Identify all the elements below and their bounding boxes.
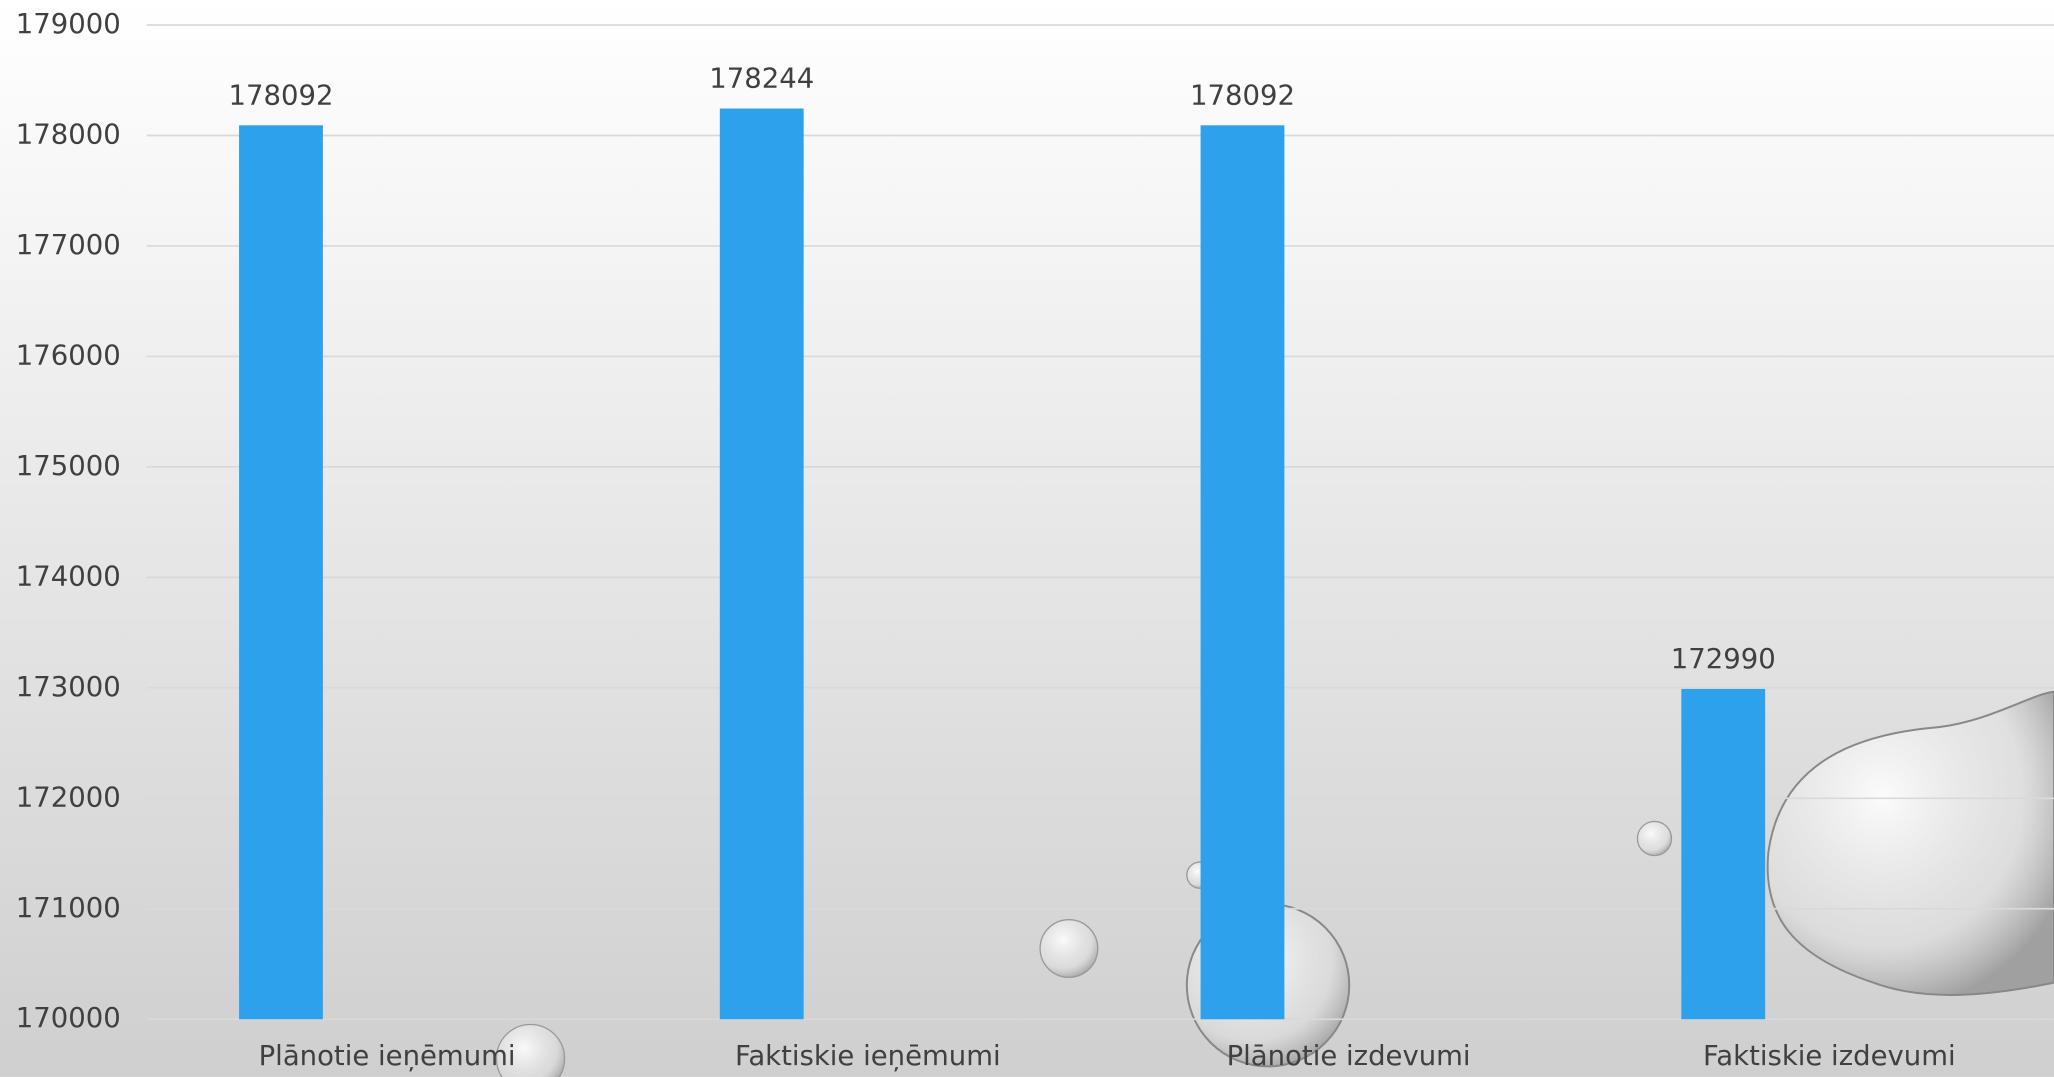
data-label: 178092: [1190, 79, 1295, 111]
data-label: 178244: [709, 63, 814, 95]
bar: [239, 125, 323, 1020]
y-tick-label: 171000: [16, 892, 121, 924]
y-tick-label: 172000: [16, 781, 121, 813]
data-label: 172990: [1671, 643, 1776, 675]
y-tick-label: 178000: [16, 118, 121, 150]
bar: [1681, 688, 1766, 1020]
y-tick-label: 179000: [16, 8, 121, 40]
x-tick-label: Faktiskie ieņēmumi: [735, 1040, 1001, 1072]
y-tick-label: 174000: [16, 560, 121, 592]
y-tick-label: 175000: [16, 450, 121, 482]
x-tick-label: Plānotie ieņēmumi: [259, 1040, 516, 1072]
data-label: 178092: [228, 79, 333, 111]
bar: [1200, 125, 1285, 1020]
y-tick-label: 177000: [16, 229, 121, 261]
x-tick-label: Plānotie izdevumi: [1227, 1040, 1471, 1072]
plot-area: 170000 171000 172000 173000 174000 175000 1760…: [16, 8, 2054, 1072]
y-tick-label: 170000: [16, 1002, 121, 1034]
y-tick-label: 173000: [16, 671, 121, 703]
x-tick-label: Faktiskie izdevumi: [1703, 1040, 1956, 1072]
bar: [719, 108, 804, 1020]
y-tick-label: 176000: [16, 339, 121, 371]
